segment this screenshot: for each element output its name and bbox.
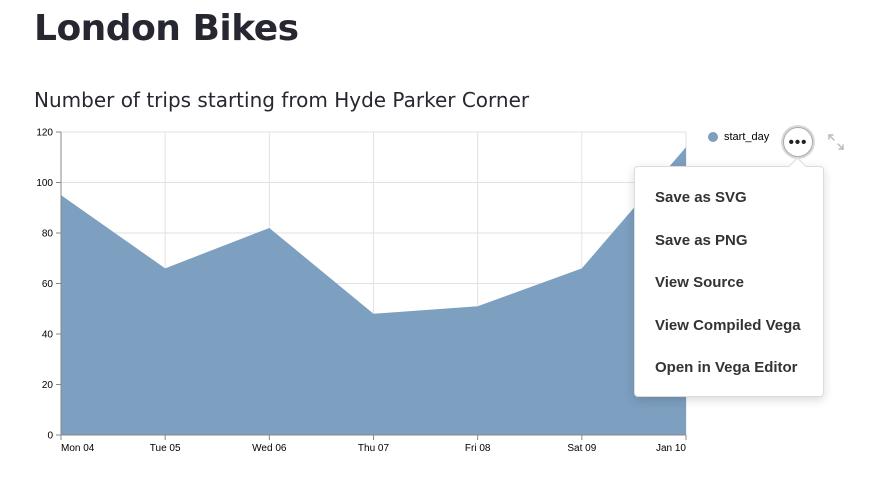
x-tick-label: Tue 05 [150, 443, 181, 454]
expand-icon[interactable] [826, 132, 846, 152]
chart-title: Number of trips starting from Hyde Parke… [34, 88, 530, 112]
menu-item-save-svg[interactable]: Save as SVG [655, 189, 747, 206]
y-tick-label: 60 [42, 279, 54, 290]
legend: start_day [708, 131, 769, 143]
chart-actions-button[interactable]: ••• [783, 127, 813, 157]
y-tick-label: 40 [42, 330, 54, 341]
menu-item-save-png[interactable]: Save as PNG [655, 231, 748, 249]
x-tick-label: Fri 08 [465, 443, 491, 454]
x-tick-label: Thu 07 [358, 443, 390, 454]
y-tick-label: 120 [36, 128, 53, 139]
area-layer [61, 147, 686, 435]
x-tick-label: Sat 09 [567, 443, 596, 454]
legend-label: start_day [724, 131, 770, 143]
x-tick-label: Mon 04 [61, 443, 95, 454]
y-tick-label: 0 [47, 431, 53, 442]
menu-item-view-source[interactable]: View Source [655, 274, 744, 292]
chart-actions-menu: Save as SVG Save as PNG View Source View… [634, 166, 824, 397]
app-title: London Bikes [34, 8, 299, 49]
x-tick-label: Jan 10 [656, 443, 686, 454]
y-tick-label: 20 [42, 380, 54, 391]
chart-axes: 0 20 40 60 80 100 120 Mon 04 Tue 05 Wed 06 Thu 07 F… [36, 128, 687, 454]
legend-swatch [708, 132, 718, 142]
menu-item-view-compiled-vega[interactable]: View Compiled Vega [655, 316, 801, 334]
y-tick-label: 80 [42, 229, 54, 240]
y-tick-label: 100 [36, 178, 53, 189]
x-tick-label: Wed 06 [252, 443, 287, 454]
series-area-start-day [61, 147, 686, 435]
more-horizontal-icon: ••• [788, 133, 808, 151]
menu-item-open-vega-editor[interactable]: Open in Vega Editor [655, 359, 798, 377]
